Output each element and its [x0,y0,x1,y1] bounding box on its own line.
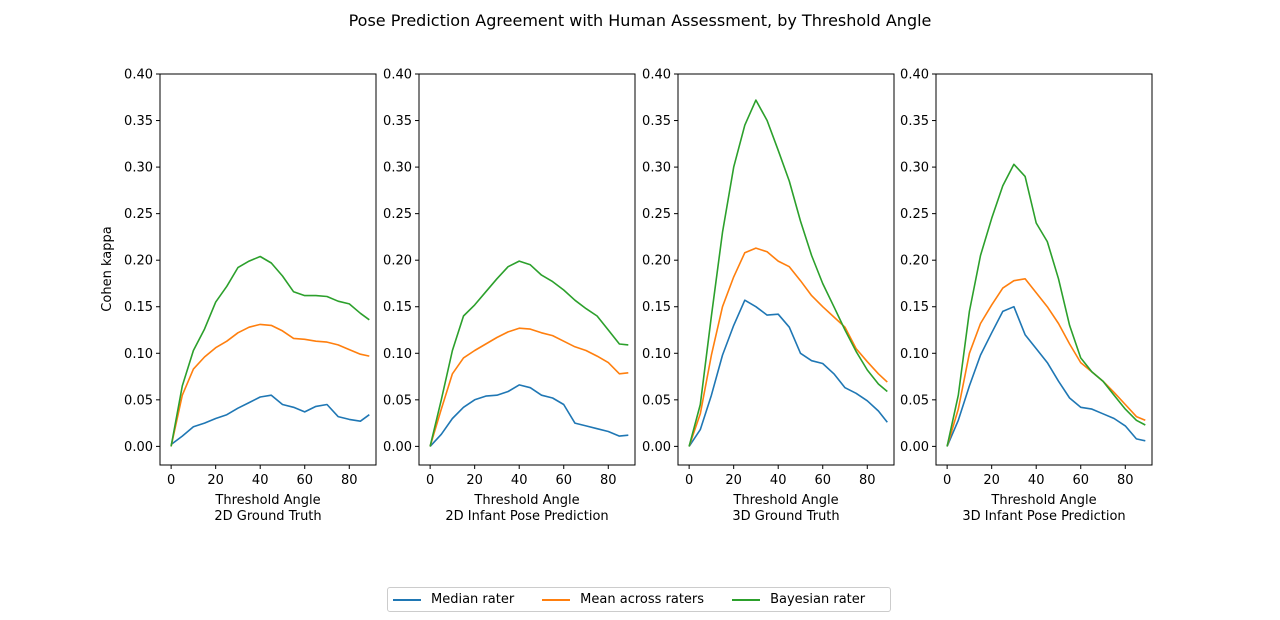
series-line-median-rater [429,384,629,447]
y-tick-label: 0.05 [124,393,153,408]
legend-swatch-bayesian [732,598,761,601]
y-tick-label: 0.10 [642,347,671,362]
legend-item-mean: Mean across raters [542,592,704,607]
y-tick-label: 0.30 [124,161,153,176]
y-tick-label: 0.40 [900,68,929,83]
series-line-mean-across-raters [946,277,1146,447]
y-tick-label: 0.20 [124,254,153,269]
figure-title: Pose Prediction Agreement with Human Ass… [349,11,932,30]
series-line-bayesian-rater [429,260,629,447]
x-tick-label: 40 [252,473,269,488]
y-tick-label: 0.05 [642,393,671,408]
y-axis-label: Cohen kappa [100,226,115,311]
subplot-caption: 2D Ground Truth [214,509,321,524]
legend-item-median: Median rater [393,592,514,607]
x-tick-label: 40 [511,473,528,488]
x-tick-label: 0 [426,473,434,488]
y-tick-label: 0.30 [642,161,671,176]
x-tick-label: 60 [555,473,572,488]
x-axis-label: Threshold Angle [214,493,320,508]
y-tick-label: 0.25 [900,207,929,222]
series-line-bayesian-rater [688,99,888,447]
series-line-bayesian-rater [170,255,370,447]
x-tick-label: 40 [1028,473,1045,488]
y-tick-label: 0.15 [900,300,929,315]
y-tick-label: 0.35 [900,114,929,129]
y-tick-label: 0.25 [124,207,153,222]
y-tick-label: 0.25 [642,207,671,222]
y-tick-label: 0.35 [124,114,153,129]
y-tick-label: 0.20 [642,254,671,269]
x-axis-label: Threshold Angle [473,493,579,508]
legend: Median rater Mean across raters Bayesian… [387,587,891,612]
y-tick-label: 0.35 [642,114,671,129]
x-tick-label: 0 [167,473,175,488]
series-line-mean-across-raters [429,327,629,447]
legend-swatch-mean [542,598,571,601]
series-line-bayesian-rater [946,163,1146,447]
subplot-3: 0.00 0.05 0.10 0.15 0.20 0.25 0.30 0.35 0.40 0 20 4… [642,68,895,524]
y-tick-label: 0.30 [900,161,929,176]
y-tick-label: 0.40 [383,68,412,83]
legend-swatch-median [393,598,421,601]
y-tick-label: 0.05 [900,393,929,408]
y-tick-label: 0.15 [383,300,412,315]
series-line-median-rater [946,305,1146,447]
y-tick-label: 0.00 [642,440,671,455]
legend-label-median: Median rater [431,592,515,607]
series-line-mean-across-raters [688,247,888,447]
y-tick-label: 0.20 [900,254,929,269]
y-tick-label: 0.05 [383,393,412,408]
x-axis-label: Threshold Angle [732,493,838,508]
plot-frame [935,73,1153,466]
y-tick-label: 0.35 [383,114,412,129]
subplot-2: 0.00 0.05 0.10 0.15 0.20 0.25 0.30 0.35 0.40 0 20 4… [383,68,636,524]
subplot-caption: 3D Ground Truth [732,509,839,524]
x-tick-label: 20 [725,473,742,488]
x-tick-label: 60 [814,473,831,488]
x-axis-label: Threshold Angle [990,493,1096,508]
x-tick-label: 20 [983,473,1000,488]
y-tick-label: 0.15 [642,300,671,315]
x-tick-label: 80 [341,473,358,488]
plot-frame [677,73,895,466]
x-tick-label: 0 [943,473,951,488]
y-tick-label: 0.30 [383,161,412,176]
x-tick-label: 80 [1117,473,1134,488]
y-tick-label: 0.15 [124,300,153,315]
y-tick-label: 0.20 [383,254,412,269]
legend-label-mean: Mean across raters [580,592,705,607]
y-tick-label: 0.10 [900,347,929,362]
plot-frame [418,73,636,466]
subplot-4: 0.00 0.05 0.10 0.15 0.20 0.25 0.30 0.35 0.40 0 20 4… [900,68,1153,524]
series-line-median-rater [688,299,888,447]
y-tick-label: 0.10 [124,347,153,362]
legend-label-bayesian: Bayesian rater [770,592,866,607]
x-tick-label: 20 [207,473,224,488]
y-tick-label: 0.40 [642,68,671,83]
y-tick-label: 0.00 [124,440,153,455]
y-tick-label: 0.40 [124,68,153,83]
x-tick-label: 60 [1072,473,1089,488]
y-tick-label: 0.00 [900,440,929,455]
subplot-caption: 2D Infant Pose Prediction [445,509,608,524]
y-tick-label: 0.00 [383,440,412,455]
series-line-mean-across-raters [170,323,370,447]
y-tick-label: 0.25 [383,207,412,222]
x-tick-label: 80 [859,473,876,488]
legend-item-bayesian: Bayesian rater [732,592,865,607]
x-tick-label: 80 [600,473,617,488]
y-tick-label: 0.10 [383,347,412,362]
x-tick-label: 40 [770,473,787,488]
plot-frame [159,73,377,466]
subplot-caption: 3D Infant Pose Prediction [962,509,1125,524]
x-tick-label: 0 [685,473,693,488]
x-tick-label: 60 [296,473,313,488]
series-line-median-rater [170,394,370,446]
x-tick-label: 20 [466,473,483,488]
subplot-1: 0.00 0.05 0.10 0.15 0.20 0.25 0.30 0.35 0.40 0 20 4… [100,68,377,524]
